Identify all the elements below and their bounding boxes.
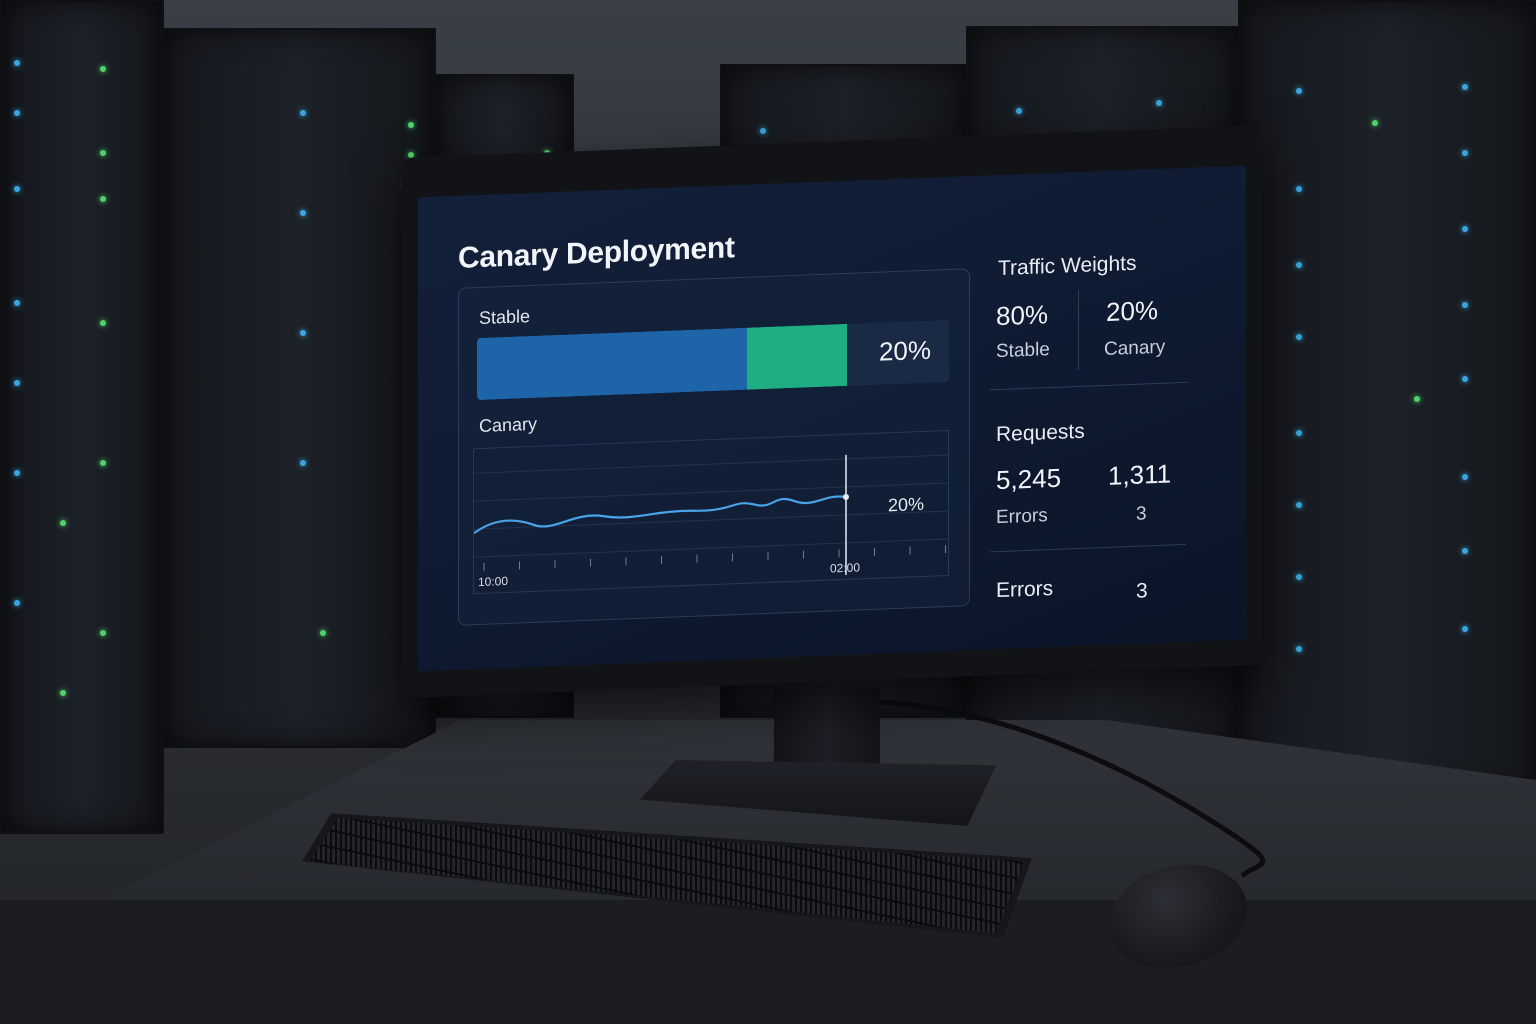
rack-led xyxy=(300,330,306,336)
rack-led xyxy=(1414,396,1420,402)
canary-series-line xyxy=(474,495,847,535)
requests-errors-label: Errors xyxy=(996,505,1048,529)
section-divider xyxy=(990,381,1188,391)
stable-weight-label: Stable xyxy=(996,339,1050,363)
rack-led xyxy=(60,520,66,526)
gridline xyxy=(474,454,948,474)
rack-led xyxy=(1462,474,1468,480)
rack-led xyxy=(14,470,20,476)
rack-led xyxy=(1462,226,1468,232)
gridline xyxy=(474,482,948,502)
rack-led xyxy=(100,66,106,72)
stable-requests-value: 5,245 xyxy=(996,462,1062,496)
canary-segment xyxy=(747,323,847,390)
stable-segment xyxy=(477,327,747,401)
rack-led xyxy=(1462,626,1468,632)
stable-label: Stable xyxy=(479,306,531,329)
canary-percent-label: 20% xyxy=(878,334,931,367)
rack-led xyxy=(408,122,414,128)
canary-weight-label: Canary xyxy=(1104,336,1166,361)
rack-led xyxy=(1296,334,1302,340)
rack-led xyxy=(1462,548,1468,554)
rack-led xyxy=(100,460,106,466)
canary-line-chart xyxy=(474,454,948,575)
page-title: Canary Deployment xyxy=(458,231,735,275)
canary-label: Canary xyxy=(479,413,538,437)
rack-led xyxy=(60,690,66,696)
rack-led xyxy=(14,110,20,116)
rack-led xyxy=(1462,150,1468,156)
rack-led xyxy=(408,152,414,158)
canary-traffic-chart: 10:00 02:00 20% xyxy=(473,429,949,595)
rack-led xyxy=(760,128,766,134)
errors-heading: Errors xyxy=(996,576,1054,603)
canary-weight-value: 20% xyxy=(1106,294,1159,327)
rack-led xyxy=(1462,84,1468,90)
monitor-screen: Canary Deployment Stable 20% Canary xyxy=(418,165,1246,672)
rack-led xyxy=(100,150,106,156)
rack-led xyxy=(1296,430,1302,436)
rack-led xyxy=(1296,502,1302,508)
rack-led xyxy=(14,380,20,386)
desk-front xyxy=(0,900,1536,1024)
server-rack-right-2 xyxy=(1238,0,1536,794)
rack-led xyxy=(14,60,20,66)
rack-led xyxy=(300,110,306,116)
traffic-split-bar: 20% xyxy=(477,319,949,401)
rack-led xyxy=(14,300,20,306)
rack-led xyxy=(1462,302,1468,308)
errors-value: 3 xyxy=(1136,579,1148,603)
chart-current-value: 20% xyxy=(888,493,925,516)
rack-led xyxy=(300,460,306,466)
rack-led xyxy=(1462,376,1468,382)
rack-led xyxy=(1156,100,1162,106)
metrics-panel: Traffic Weights 80% Stable 20% Canary Re… xyxy=(990,248,1226,637)
rack-led xyxy=(14,600,20,606)
rack-led xyxy=(300,210,306,216)
gridline xyxy=(474,538,948,558)
x-start-label: 10:00 xyxy=(478,573,509,590)
rack-led xyxy=(1372,120,1378,126)
rack-led xyxy=(1296,262,1302,268)
x-axis-ticks xyxy=(483,545,946,571)
rack-led xyxy=(100,196,106,202)
rack-led xyxy=(1016,108,1022,114)
traffic-split-card: Stable 20% Canary xyxy=(458,268,970,626)
rack-led xyxy=(14,186,20,192)
section-divider-2 xyxy=(990,543,1186,553)
x-end-label: 02:00 xyxy=(830,560,861,576)
rack-led xyxy=(1296,646,1302,652)
weights-divider xyxy=(1078,289,1079,371)
monitor: Canary Deployment Stable 20% Canary xyxy=(402,124,1262,698)
mouse-cable xyxy=(879,699,1266,878)
canary-requests-value: 1,311 xyxy=(1108,458,1172,491)
stable-weight-value: 80% xyxy=(996,299,1049,332)
rack-led xyxy=(1296,88,1302,94)
current-point xyxy=(843,493,849,500)
rack-led xyxy=(1296,574,1302,580)
requests-heading: Requests xyxy=(996,419,1085,447)
server-rack-left-2 xyxy=(162,28,436,748)
rack-led xyxy=(320,630,326,636)
canary-requests-errors: 3 xyxy=(1136,503,1147,525)
server-rack-left xyxy=(0,0,164,834)
rack-led xyxy=(100,630,106,636)
traffic-weights-heading: Traffic Weights xyxy=(998,251,1137,281)
rack-led xyxy=(1296,186,1302,192)
rack-led xyxy=(100,320,106,326)
